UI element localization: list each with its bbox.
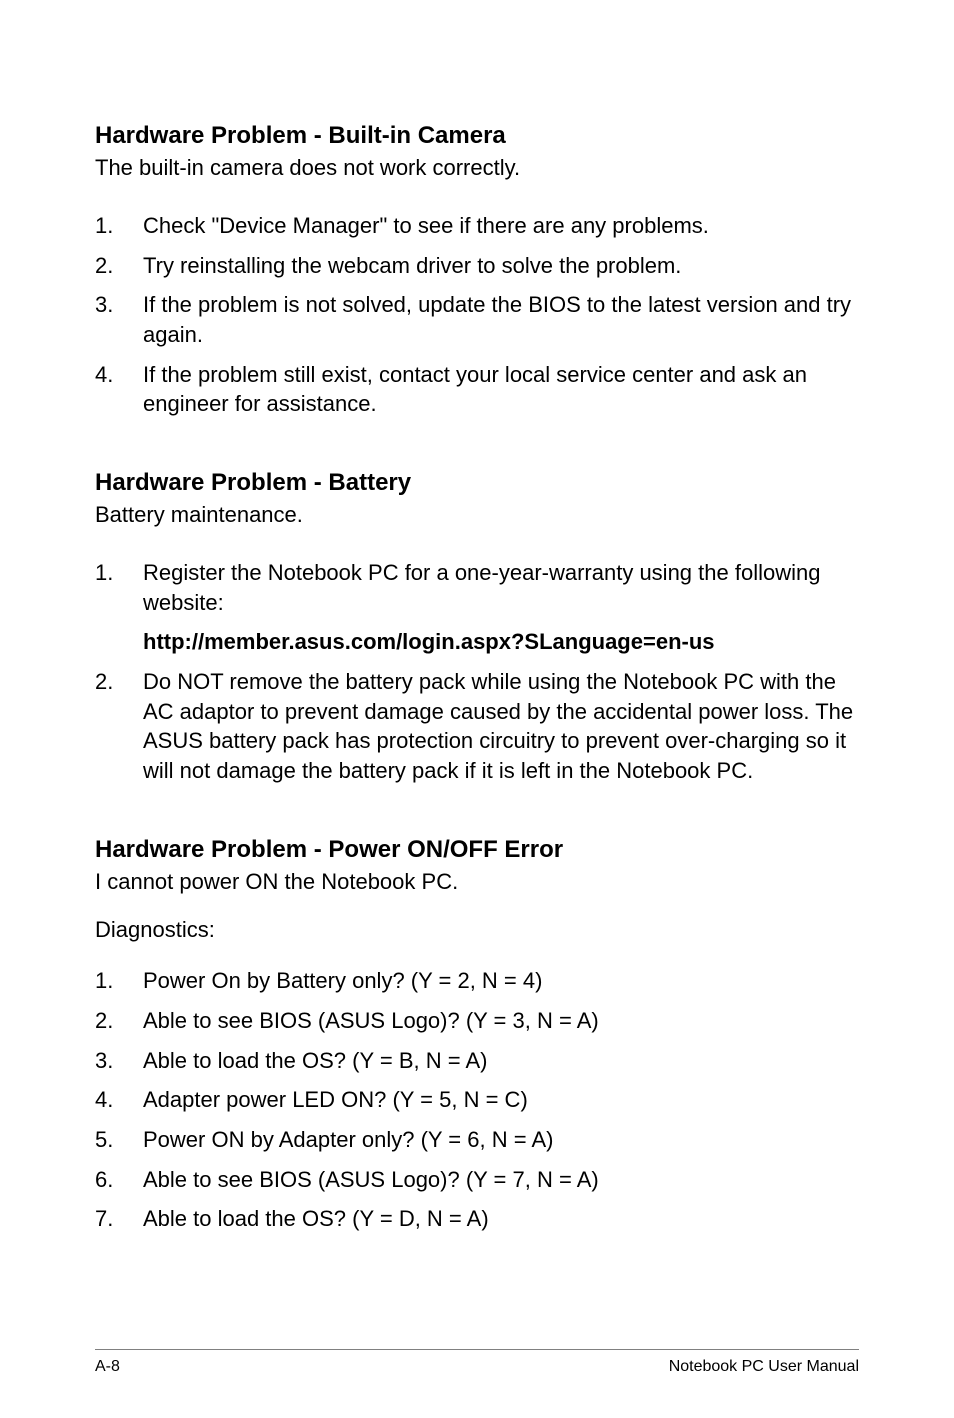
section-extra: Diagnostics: [95, 915, 859, 945]
section-intro: Battery maintenance. [95, 500, 859, 530]
list-item: If the problem still exist, contact your… [95, 360, 859, 419]
section-intro: I cannot power ON the Notebook PC. [95, 867, 859, 897]
list-item: Able to see BIOS (ASUS Logo)? (Y = 7, N … [95, 1165, 859, 1195]
list-item: Able to load the OS? (Y = D, N = A) [95, 1204, 859, 1234]
list-item: Able to see BIOS (ASUS Logo)? (Y = 3, N … [95, 1006, 859, 1036]
list-item: Do NOT remove the battery pack while usi… [95, 667, 859, 786]
sub-bold-url: http://member.asus.com/login.aspx?SLangu… [95, 627, 859, 657]
list-item: Able to load the OS? (Y = B, N = A) [95, 1046, 859, 1076]
list-item: Power ON by Adapter only? (Y = 6, N = A) [95, 1125, 859, 1155]
footer-page-number: A-8 [95, 1358, 120, 1376]
section-power: Hardware Problem - Power ON/OFF Error I … [95, 834, 859, 1234]
list-item: Register the Notebook PC for a one-year-… [95, 558, 859, 617]
section-intro: The built-in camera does not work correc… [95, 153, 859, 183]
section-battery: Hardware Problem - Battery Battery maint… [95, 467, 859, 786]
section-heading: Hardware Problem - Battery [95, 467, 859, 498]
list-item: Check "Device Manager" to see if there a… [95, 211, 859, 241]
numbered-list: Check "Device Manager" to see if there a… [95, 211, 859, 419]
section-heading: Hardware Problem - Built-in Camera [95, 120, 859, 151]
list-item: Try reinstalling the webcam driver to so… [95, 251, 859, 281]
list-item: If the problem is not solved, update the… [95, 290, 859, 349]
footer-manual-title: Notebook PC User Manual [669, 1358, 859, 1376]
page-footer: A-8 Notebook PC User Manual [95, 1349, 859, 1376]
list-item: Power On by Battery only? (Y = 2, N = 4) [95, 966, 859, 996]
section-heading: Hardware Problem - Power ON/OFF Error [95, 834, 859, 865]
numbered-list: Power On by Battery only? (Y = 2, N = 4)… [95, 966, 859, 1234]
section-camera: Hardware Problem - Built-in Camera The b… [95, 120, 859, 419]
list-item: Adapter power LED ON? (Y = 5, N = C) [95, 1085, 859, 1115]
numbered-list: Register the Notebook PC for a one-year-… [95, 558, 859, 786]
